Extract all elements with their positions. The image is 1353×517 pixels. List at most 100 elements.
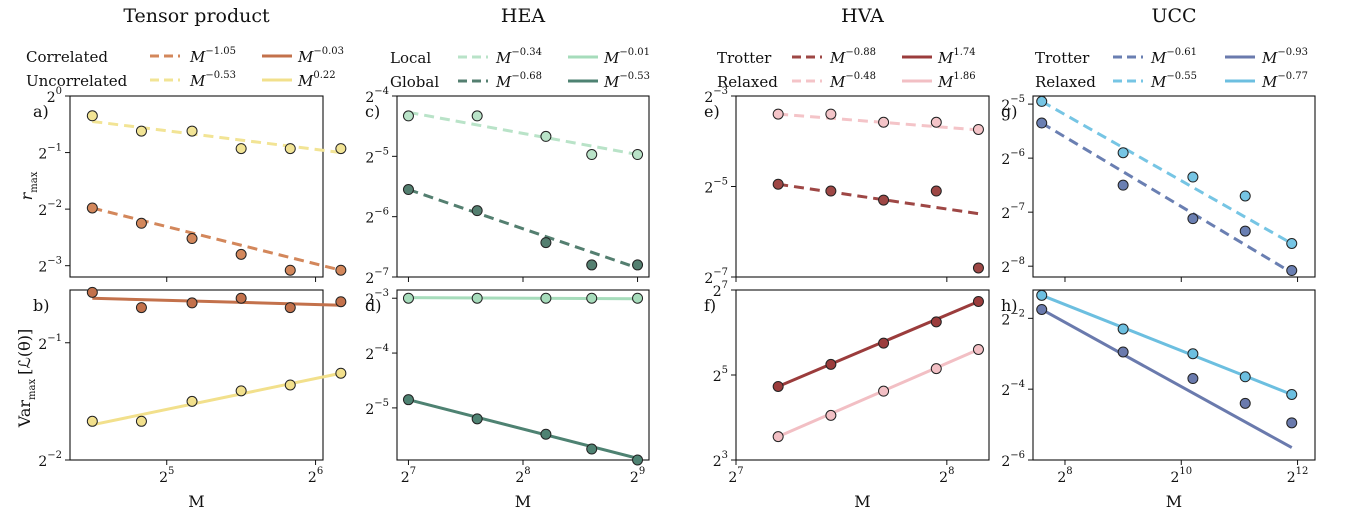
y-axis-label-sub: max bbox=[27, 379, 38, 400]
fit-line bbox=[92, 296, 341, 307]
data-point bbox=[86, 110, 98, 122]
data-point bbox=[402, 110, 414, 122]
panel-label: a) bbox=[33, 102, 49, 121]
x-tick-label: 25 bbox=[159, 466, 174, 486]
y-tick-label-exp: −3 bbox=[47, 256, 62, 267]
data-point bbox=[1239, 397, 1251, 409]
y-tick-label-base: 2 bbox=[365, 271, 374, 287]
data-point bbox=[402, 292, 414, 304]
legend-entry-exp: −0.34 bbox=[511, 47, 542, 58]
x-tick-label-exp: 8 bbox=[1066, 466, 1072, 477]
data-point bbox=[1117, 323, 1129, 335]
data-point bbox=[402, 394, 414, 406]
y-tick-label-base: 2 bbox=[1001, 152, 1010, 168]
y-tick-label-exp: −5 bbox=[374, 398, 389, 409]
y-tick-label-exp: −7 bbox=[374, 267, 389, 278]
y-tick-label-base: 2 bbox=[38, 454, 47, 470]
y-tick-label: 2−4 bbox=[1001, 379, 1025, 399]
data-point bbox=[186, 233, 198, 245]
panel-label: g) bbox=[1001, 102, 1017, 121]
legend-entry: M−0.03 bbox=[297, 46, 344, 66]
data-point bbox=[1036, 95, 1048, 107]
legend-entry-base: M bbox=[1261, 49, 1278, 67]
x-tick-label-exp: 10 bbox=[1179, 466, 1192, 477]
y-tick-label: 2−4 bbox=[365, 86, 389, 106]
data-point bbox=[284, 302, 296, 314]
y-tick-label: 27 bbox=[713, 280, 728, 300]
data-point bbox=[772, 178, 784, 190]
legend-entry-exp: 1.86 bbox=[953, 71, 975, 82]
data-point bbox=[1187, 213, 1199, 225]
y-tick-label: 2−6 bbox=[1001, 450, 1025, 470]
data-point bbox=[632, 454, 644, 466]
legend-entry-base: M bbox=[297, 48, 314, 66]
y-tick-label-base: 2 bbox=[704, 181, 713, 197]
legend-entry-base: M bbox=[1261, 73, 1278, 91]
x-tick-label: 29 bbox=[630, 466, 645, 486]
y-tick-label: 2−7 bbox=[704, 267, 728, 287]
x-tick-label-base: 2 bbox=[1170, 470, 1179, 486]
data-point bbox=[135, 125, 147, 137]
data-point bbox=[1187, 171, 1199, 183]
legend-entry-exp: −0.55 bbox=[1166, 71, 1197, 82]
legend-entry: M−0.34 bbox=[495, 47, 542, 67]
data-point bbox=[1239, 190, 1251, 202]
data-point bbox=[471, 413, 483, 425]
x-tick-label-exp: 5 bbox=[168, 466, 174, 477]
x-tick-label-exp: 8 bbox=[948, 466, 954, 477]
y-tick-label-exp: −4 bbox=[1010, 379, 1025, 390]
y-tick-label: 2−5 bbox=[365, 146, 389, 166]
data-point bbox=[1286, 265, 1298, 277]
x-tick-label-base: 2 bbox=[1057, 470, 1066, 486]
data-point bbox=[1286, 388, 1298, 400]
legend-entry-base: M bbox=[1150, 49, 1167, 67]
data-point bbox=[972, 295, 984, 307]
data-point bbox=[86, 202, 98, 214]
y-tick-label-base: 2 bbox=[1001, 98, 1010, 114]
data-point bbox=[632, 292, 644, 304]
legend-row-label: Trotter bbox=[1035, 49, 1090, 67]
legend-row-label: Relaxed bbox=[1035, 73, 1096, 91]
y-tick-label-base: 2 bbox=[1001, 454, 1010, 470]
y-axis-label-tail: [ℒ(θ)] bbox=[15, 329, 34, 375]
data-point bbox=[402, 184, 414, 196]
data-point bbox=[930, 185, 942, 197]
y-tick-label: 2−7 bbox=[1001, 202, 1025, 222]
y-tick-label: 2−5 bbox=[365, 398, 389, 418]
x-tick-label: 28 bbox=[1057, 466, 1072, 486]
data-point bbox=[1239, 225, 1251, 237]
data-point bbox=[335, 367, 347, 379]
y-tick-label: 2−2 bbox=[1001, 308, 1025, 328]
x-tick-label-exp: 6 bbox=[317, 466, 323, 477]
x-tick-label-base: 2 bbox=[1287, 470, 1296, 486]
y-tick-label-base: 2 bbox=[713, 369, 722, 385]
data-point bbox=[825, 185, 837, 197]
fit-line bbox=[1040, 121, 1293, 274]
x-tick-label-exp: 12 bbox=[1296, 466, 1309, 477]
data-point bbox=[540, 237, 552, 249]
y-tick-label: 2−1 bbox=[38, 333, 62, 353]
y-tick-label: 2−7 bbox=[365, 267, 389, 287]
y-tick-label: 2−3 bbox=[38, 256, 62, 276]
y-tick-label-exp: −6 bbox=[374, 207, 389, 218]
data-point bbox=[1187, 348, 1199, 360]
y-tick-label-base: 2 bbox=[365, 292, 374, 308]
x-tick-label-exp: 7 bbox=[737, 466, 743, 477]
y-tick-label-base: 2 bbox=[1001, 312, 1010, 328]
data-point bbox=[586, 443, 598, 455]
y-tick-label-exp: −7 bbox=[1010, 202, 1025, 213]
data-point bbox=[284, 143, 296, 155]
legend-entry: M−0.01 bbox=[603, 47, 650, 67]
y-tick-label-exp: −5 bbox=[374, 146, 389, 157]
y-tick-label: 2−3 bbox=[704, 86, 728, 106]
data-point bbox=[235, 248, 247, 260]
data-point bbox=[186, 125, 198, 137]
data-point bbox=[878, 194, 890, 206]
y-tick-label-exp: −6 bbox=[1010, 450, 1025, 461]
data-point bbox=[1286, 417, 1298, 429]
x-tick-label-base: 2 bbox=[401, 470, 410, 486]
y-tick-label-base: 2 bbox=[365, 150, 374, 166]
data-point bbox=[235, 143, 247, 155]
data-point bbox=[235, 292, 247, 304]
legend-entry: M−1.05 bbox=[189, 46, 236, 66]
